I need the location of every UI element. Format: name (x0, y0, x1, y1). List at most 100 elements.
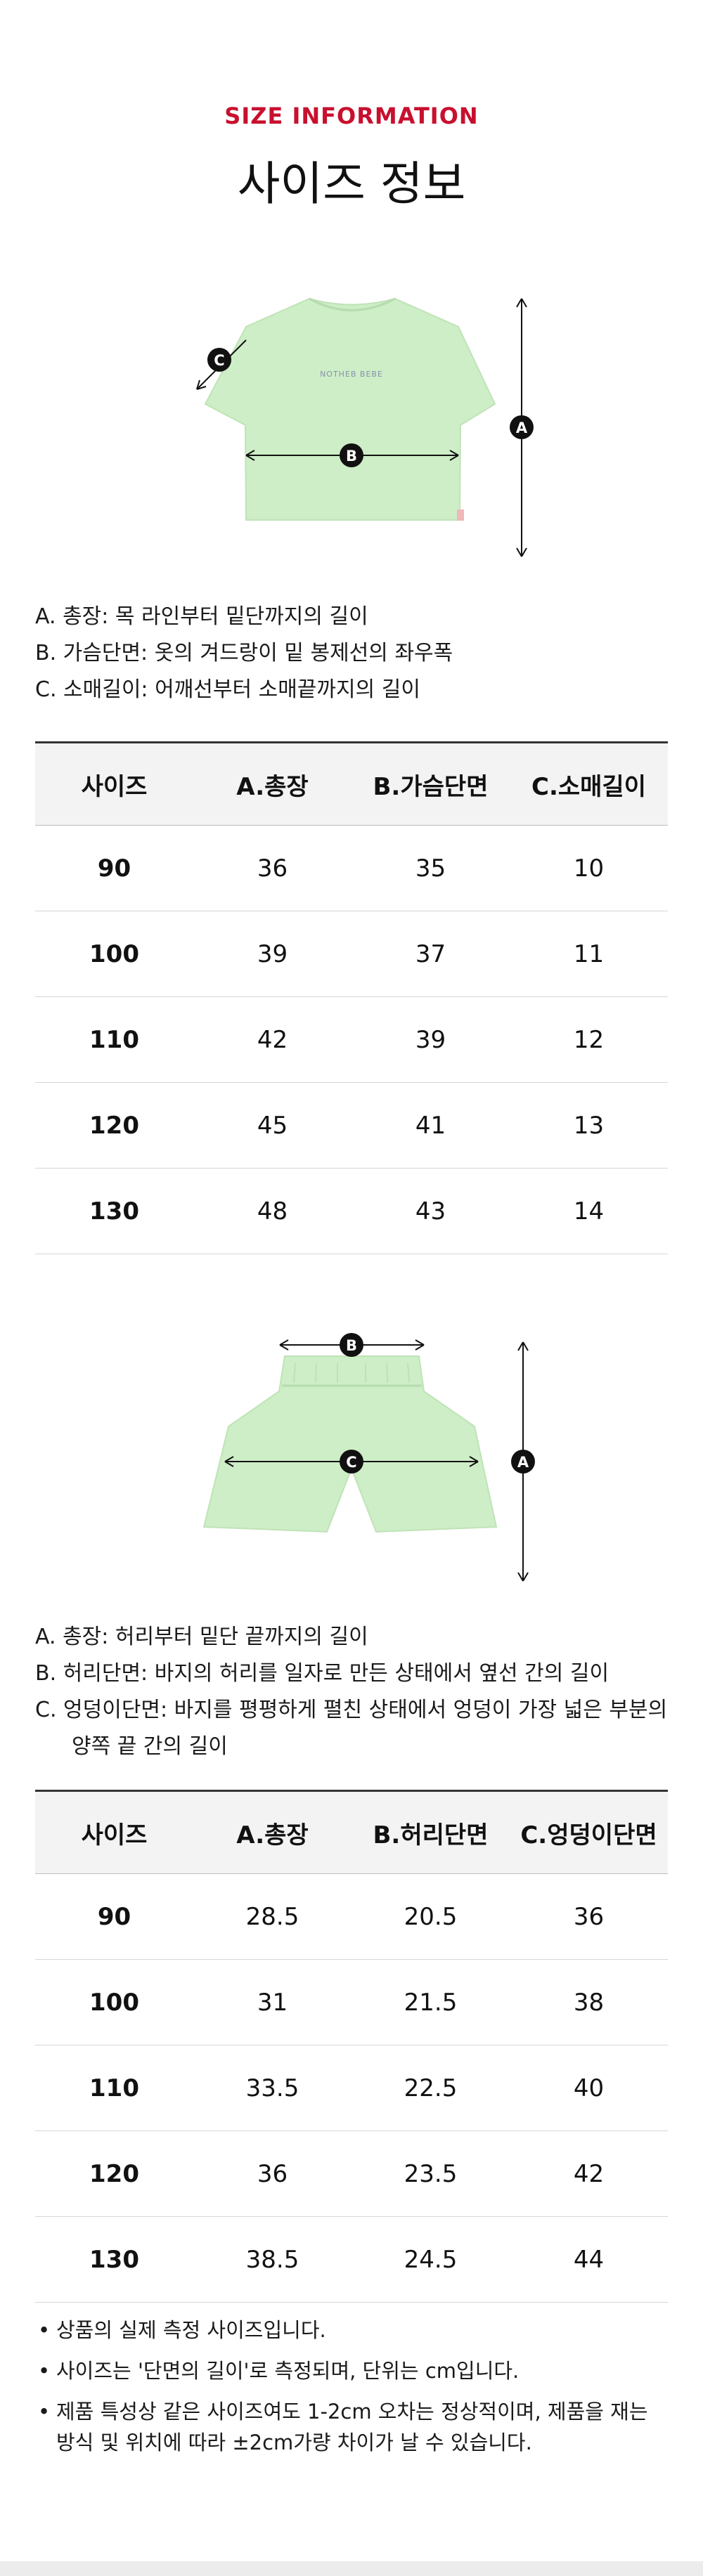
column-header: C.소매길이 (510, 741, 668, 826)
bullet-icon: • (38, 2359, 51, 2383)
top-measurement-descriptions: A. 총장: 목 라인부터 밑단까지의 길이 B. 가슴단면: 옷의 겨드랑이 … (35, 599, 453, 708)
table-cell: 39 (193, 911, 352, 997)
bottom-description-line: A. 총장: 허리부터 밑단 끝까지의 길이 (35, 1625, 368, 1649)
marker-b: B (346, 448, 357, 464)
table-cell: 10 (510, 825, 668, 911)
note-item: • 제품 특성상 같은 사이즈여도 1-2cm 오차는 정상적이며, 제품을 재… (35, 2396, 668, 2458)
marker-a: A (516, 419, 528, 436)
sleeve-measure-arrow: C (196, 339, 247, 390)
table-row: 110 33.5 22.5 40 (35, 2045, 668, 2131)
table-cell: 45 (193, 1082, 352, 1169)
table-row: 100 39 37 11 (35, 911, 668, 997)
marker-c: C (214, 352, 224, 369)
table-cell: 23.5 (352, 2131, 510, 2217)
column-header: 사이즈 (35, 1790, 193, 1874)
top-description-line: C. 소매길이: 어깨선부터 소매끝까지의 길이 (35, 677, 420, 702)
top-size-table: 사이즈 A.총장 B.가슴단면 C.소매길이 90 36 35 10 100 3… (35, 741, 668, 1254)
table-cell: 36 (510, 1873, 668, 1960)
table-cell: 41 (352, 1082, 510, 1169)
table-cell: 38 (510, 1959, 668, 2045)
page-title: 사이즈 정보 (237, 157, 466, 211)
size-cell: 110 (35, 996, 193, 1083)
length-measure-arrow: A (510, 298, 534, 557)
table-cell: 42 (510, 2131, 668, 2217)
table-row: 90 28.5 20.5 36 (35, 1873, 668, 1960)
bottom-size-table: 사이즈 A.총장 B.허리단면 C.엉덩이단면 90 28.5 20.5 36 … (35, 1790, 668, 2303)
bottom-measurement-descriptions: A. 총장: 허리부터 밑단 끝까지의 길이 B. 허리단면: 바지의 허리를 … (35, 1619, 667, 1765)
bottom-description-line: C. 엉덩이단면: 바지를 평평하게 펼친 상태에서 엉덩이 가장 넓은 부분의 (35, 1698, 668, 1722)
size-cell: 90 (35, 1873, 193, 1960)
hip-measure-arrow: C (224, 1450, 479, 1474)
table-cell: 21.5 (352, 1959, 510, 2045)
tshirt-print-text: NOTHEB BEBE (320, 370, 383, 379)
note-item: • 사이즈는 '단면의 길이'로 측정되며, 단위는 cm입니다. (35, 2355, 668, 2386)
table-header-row: 사이즈 A.총장 B.허리단면 C.엉덩이단면 (35, 1790, 668, 1874)
table-header-row: 사이즈 A.총장 B.가슴단면 C.소매길이 (35, 741, 668, 826)
bottom-description-line: 양쪽 끝 간의 길이 (72, 1734, 228, 1759)
table-cell: 20.5 (352, 1873, 510, 1960)
bottom-description-line: B. 허리단면: 바지의 허리를 일자로 만든 상태에서 옆선 간의 길이 (35, 1661, 610, 1686)
table-cell: 36 (193, 825, 352, 911)
size-cell: 100 (35, 911, 193, 997)
top-description-line: A. 총장: 목 라인부터 밑단까지의 길이 (35, 604, 368, 629)
table-cell: 33.5 (193, 2045, 352, 2131)
table-cell: 38.5 (193, 2216, 352, 2303)
column-header: A.총장 (193, 1790, 352, 1874)
column-header: 사이즈 (35, 741, 193, 826)
table-cell: 39 (352, 996, 510, 1083)
top-description-line: B. 가슴단면: 옷의 겨드랑이 밑 봉제선의 좌우폭 (35, 641, 453, 665)
chest-measure-arrow: B (245, 443, 459, 467)
size-cell: 100 (35, 1959, 193, 2045)
marker-c: C (346, 1454, 356, 1471)
column-header: B.허리단면 (352, 1790, 510, 1874)
size-cell: 90 (35, 825, 193, 911)
marker-b: B (346, 1337, 357, 1354)
table-row: 120 36 23.5 42 (35, 2131, 668, 2217)
table-cell: 12 (510, 996, 668, 1083)
note-text: 사이즈는 '단면의 길이'로 측정되며, 단위는 cm입니다. (56, 2359, 520, 2383)
column-header: A.총장 (193, 741, 352, 826)
table-row: 100 31 21.5 38 (35, 1959, 668, 2045)
table-cell: 40 (510, 2045, 668, 2131)
table-row: 130 38.5 24.5 44 (35, 2216, 668, 2303)
length-measure-arrow: A (511, 1341, 535, 1582)
table-cell: 48 (193, 1168, 352, 1254)
note-text: 제품 특성상 같은 사이즈여도 1-2cm 오차는 정상적이며, 제품을 재는 … (56, 2400, 648, 2454)
footer-band (0, 2561, 703, 2576)
table-cell: 43 (352, 1168, 510, 1254)
bullet-icon: • (38, 2400, 51, 2424)
size-notes: • 상품의 실제 측정 사이즈입니다. • 사이즈는 '단면의 길이'로 측정되… (35, 2315, 668, 2468)
table-cell: 11 (510, 911, 668, 997)
marker-a: A (517, 1454, 529, 1471)
size-information-eyebrow: SIZE INFORMATION (224, 103, 479, 129)
table-row: 130 48 43 14 (35, 1168, 668, 1254)
size-cell: 120 (35, 1082, 193, 1169)
shorts-shape (202, 1355, 498, 1533)
garment-tag (457, 509, 464, 521)
table-row: 90 36 35 10 (35, 825, 668, 911)
table-cell: 36 (193, 2131, 352, 2217)
table-cell: 35 (352, 825, 510, 911)
table-cell: 24.5 (352, 2216, 510, 2303)
note-item: • 상품의 실제 측정 사이즈입니다. (35, 2315, 668, 2346)
table-cell: 31 (193, 1959, 352, 2045)
table-cell: 42 (193, 996, 352, 1083)
table-cell: 14 (510, 1168, 668, 1254)
note-text: 상품의 실제 측정 사이즈입니다. (56, 2318, 326, 2342)
size-cell: 110 (35, 2045, 193, 2131)
waist-measure-arrow: B (279, 1333, 425, 1357)
table-cell: 28.5 (193, 1873, 352, 1960)
table-row: 110 42 39 12 (35, 996, 668, 1083)
table-cell: 44 (510, 2216, 668, 2303)
size-cell: 130 (35, 2216, 193, 2303)
column-header: C.엉덩이단면 (510, 1790, 668, 1874)
table-cell: 22.5 (352, 2045, 510, 2131)
table-row: 120 45 41 13 (35, 1082, 668, 1169)
table-cell: 37 (352, 911, 510, 997)
shorts-illustration: B C A (202, 1333, 535, 1582)
size-cell: 120 (35, 2131, 193, 2217)
bullet-icon: • (38, 2318, 51, 2342)
table-cell: 13 (510, 1082, 668, 1169)
tshirt-shape (204, 297, 496, 521)
size-cell: 130 (35, 1168, 193, 1254)
